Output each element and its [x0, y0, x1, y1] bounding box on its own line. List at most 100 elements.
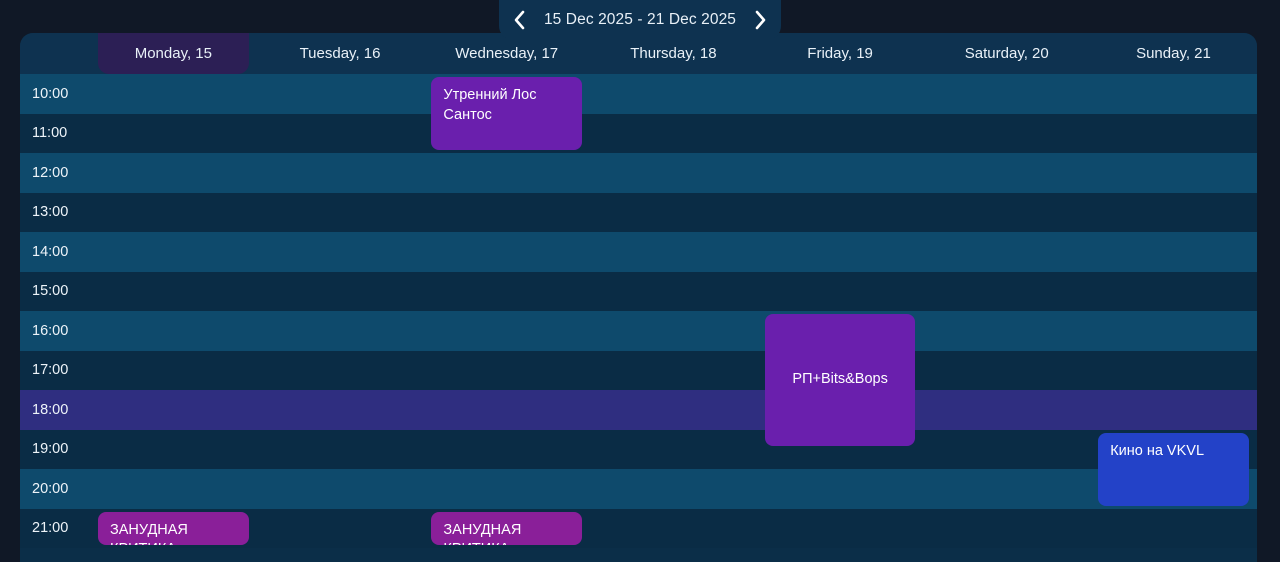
chevron-left-icon[interactable] [510, 9, 530, 31]
grid-slot[interactable] [923, 232, 1090, 272]
calendar-event[interactable]: Утренний Лос Сантос [431, 77, 583, 150]
grid-slot[interactable] [90, 390, 257, 430]
grid-slot[interactable] [423, 272, 590, 312]
hour-row: 19:00 [20, 429, 1257, 470]
grid-slot[interactable] [923, 351, 1090, 391]
grid-slot[interactable] [1090, 351, 1257, 391]
grid-slot[interactable] [1090, 193, 1257, 233]
chevron-right-icon[interactable] [750, 9, 770, 31]
time-label: 15:00 [32, 283, 69, 300]
grid-slot[interactable] [923, 469, 1090, 509]
day-header-5[interactable]: Friday, 19 [757, 33, 924, 74]
grid-slot[interactable] [590, 351, 757, 391]
grid-slot[interactable] [257, 193, 424, 233]
event-title: Утренний Лос Сантос [443, 87, 537, 123]
grid-slot[interactable] [90, 193, 257, 233]
grid-slot[interactable] [257, 114, 424, 154]
grid-slot[interactable] [90, 351, 257, 391]
hour-row-cells [90, 509, 1257, 549]
grid-slot[interactable] [590, 509, 757, 549]
grid-slot[interactable] [590, 153, 757, 193]
grid-slot[interactable] [757, 74, 924, 114]
grid-slot[interactable] [757, 193, 924, 233]
grid-slot[interactable] [257, 311, 424, 351]
grid-slot[interactable] [257, 272, 424, 312]
calendar-event[interactable]: Занудная критика [431, 511, 583, 545]
grid-slot[interactable] [757, 114, 924, 154]
grid-slot[interactable] [757, 153, 924, 193]
grid-slot[interactable] [257, 74, 424, 114]
grid-slot[interactable] [257, 509, 424, 549]
grid-slot[interactable] [90, 311, 257, 351]
grid-slot[interactable] [257, 232, 424, 272]
grid-slot[interactable] [757, 272, 924, 312]
grid-slot[interactable] [423, 232, 590, 272]
calendar-event[interactable]: РП+Bits&Bops [764, 314, 916, 447]
grid-slot[interactable] [923, 114, 1090, 154]
grid-slot[interactable] [257, 469, 424, 509]
grid-slot[interactable] [1090, 74, 1257, 114]
grid-slot[interactable] [1090, 153, 1257, 193]
hour-row-cells [90, 469, 1257, 509]
grid-slot[interactable] [590, 311, 757, 351]
hour-row-cells [90, 232, 1257, 272]
grid-slot[interactable] [923, 272, 1090, 312]
grid-slot[interactable] [923, 311, 1090, 351]
grid-slot[interactable] [923, 390, 1090, 430]
grid-slot[interactable] [257, 390, 424, 430]
calendar-event[interactable]: Занудная критика [98, 511, 249, 545]
grid-slot[interactable] [1090, 272, 1257, 312]
grid-slot[interactable] [1090, 311, 1257, 351]
grid-slot[interactable] [757, 469, 924, 509]
grid-slot[interactable] [590, 114, 757, 154]
grid-slot[interactable] [757, 509, 924, 549]
grid-slot[interactable] [757, 232, 924, 272]
grid-slot[interactable] [423, 430, 590, 470]
grid-slot[interactable] [423, 311, 590, 351]
day-header-label: Saturday, 20 [964, 45, 1049, 62]
grid-slot[interactable] [1090, 114, 1257, 154]
grid-slot[interactable] [257, 430, 424, 470]
grid-slot[interactable] [1090, 509, 1257, 549]
grid-slot[interactable] [257, 351, 424, 391]
grid-slot[interactable] [590, 232, 757, 272]
day-header-3[interactable]: Wednesday, 17 [423, 33, 590, 74]
grid-slot[interactable] [923, 509, 1090, 549]
grid-slot[interactable] [90, 232, 257, 272]
grid-slot[interactable] [90, 74, 257, 114]
time-label: 19:00 [32, 441, 69, 458]
day-header-label: Wednesday, 17 [455, 45, 559, 62]
day-header-6[interactable]: Saturday, 20 [923, 33, 1090, 74]
day-header-4[interactable]: Thursday, 18 [590, 33, 757, 74]
grid-slot[interactable] [590, 74, 757, 114]
grid-slot[interactable] [423, 469, 590, 509]
grid-slot[interactable] [90, 272, 257, 312]
grid-slot[interactable] [257, 153, 424, 193]
grid-slot[interactable] [90, 153, 257, 193]
grid-slot[interactable] [923, 430, 1090, 470]
day-header-2[interactable]: Tuesday, 16 [257, 33, 424, 74]
grid-slot[interactable] [590, 272, 757, 312]
time-grid: 10:00 11:00 12:00 13:00 14:00 15:00 16:00 17:00… [20, 74, 1257, 562]
grid-slot[interactable] [90, 430, 257, 470]
grid-slot[interactable] [1090, 390, 1257, 430]
grid-slot[interactable] [1090, 232, 1257, 272]
grid-slot[interactable] [423, 351, 590, 391]
grid-slot[interactable] [923, 153, 1090, 193]
grid-slot[interactable] [923, 193, 1090, 233]
grid-slot[interactable] [423, 193, 590, 233]
grid-slot[interactable] [590, 469, 757, 509]
grid-slot[interactable] [423, 390, 590, 430]
grid-slot[interactable] [923, 74, 1090, 114]
day-header-1[interactable]: Monday, 15 [90, 33, 257, 74]
hour-row-cells [90, 153, 1257, 193]
day-header-7[interactable]: Sunday, 21 [1090, 33, 1257, 74]
grid-slot[interactable] [590, 390, 757, 430]
grid-slot[interactable] [90, 114, 257, 154]
calendar-event[interactable]: Кино на VKVL [1098, 432, 1249, 506]
grid-slot[interactable] [590, 430, 757, 470]
grid-slot[interactable] [90, 469, 257, 509]
grid-slot[interactable] [590, 193, 757, 233]
grid-slot[interactable] [423, 153, 590, 193]
hour-row-cells [90, 114, 1257, 154]
